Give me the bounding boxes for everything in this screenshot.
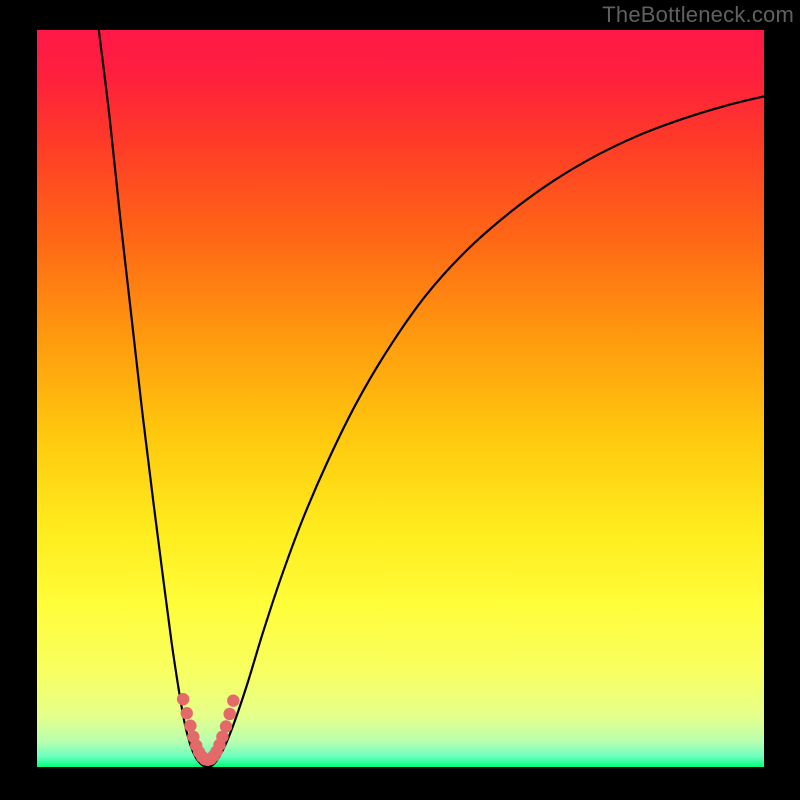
valley-marker	[184, 720, 196, 732]
valley-marker	[227, 694, 239, 706]
valley-marker	[177, 693, 189, 705]
valley-marker	[223, 708, 235, 720]
watermark-text: TheBottleneck.com	[602, 2, 794, 28]
gradient-background	[37, 30, 764, 767]
plot-area	[37, 30, 764, 767]
valley-marker	[220, 720, 232, 732]
chart-container: TheBottleneck.com	[0, 0, 800, 800]
chart-svg	[37, 30, 764, 767]
valley-marker	[181, 707, 193, 719]
